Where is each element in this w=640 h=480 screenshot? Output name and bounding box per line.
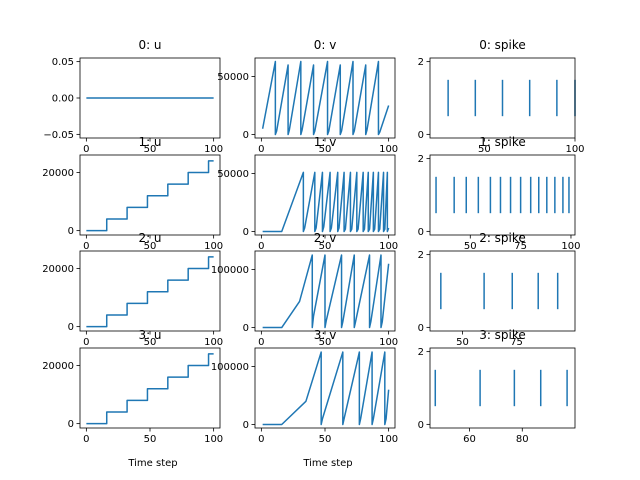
axes-frame [429,347,576,429]
subplot-title: 0: spike [479,38,526,52]
series-line [262,254,390,329]
x-tick-label: 100 [379,241,398,252]
x-tick-label: 0 [258,337,264,348]
x-tick-label: 0 [258,144,264,155]
subplot-4: 0 50 100 0 50000 1: v [217,135,398,252]
subplot-title: 2: u [138,231,161,245]
series-line [262,171,390,233]
axes-frame [429,250,576,332]
series-line [262,351,390,426]
x-tick-label: 100 [561,241,580,252]
y-tick-label: 0 [243,130,249,141]
x-tick-label: 50 [319,434,332,445]
subplot-7: 0 50 100 0 100000 2: v [211,231,398,348]
subplot-title: 1: v [314,135,337,149]
y-tick-label: 50000 [217,72,249,83]
y-tick-label: 2 [418,250,424,261]
subplot-title: 0: u [138,38,161,52]
y-tick-label: −0.05 [43,130,74,141]
x-tick-label: 50 [144,434,157,445]
y-tick-label: 2 [418,154,424,165]
y-tick-label: 0 [68,226,74,237]
series-line [86,353,214,425]
x-tick-label: 60 [463,434,476,445]
subplot-8: 50 75 0 2 2: spike [418,231,576,348]
subplot-title: 3: v [314,328,337,342]
x-tick-label: 75 [514,241,527,252]
x-tick-label: 100 [204,144,223,155]
subplot-6: 0 50 100 0 20000 2: u [42,231,223,348]
subplot-10: 0 50 100 0 100000 3: v [211,328,398,445]
x-tick-label: 0 [83,241,89,252]
y-tick-label: 2 [418,57,424,68]
x-tick-label: 100 [204,434,223,445]
x-tick-label: 0 [83,144,89,155]
x-tick-label: 0 [83,434,89,445]
subplot-title: 0: v [314,38,337,52]
series-line [86,160,214,232]
x-tick-label: 0 [83,337,89,348]
x-tick-label: 50 [319,144,332,155]
y-tick-label: 20000 [42,361,74,372]
x-tick-label: 100 [379,337,398,348]
x-tick-label: 50 [144,337,157,348]
subplot-title: 3: spike [479,328,526,342]
y-tick-label: 50000 [217,169,249,180]
subplot-title: 1: spike [479,135,526,149]
y-tick-label: 0 [68,419,74,430]
x-tick-label: 100 [379,144,398,155]
series-line [261,60,390,136]
subplot-title: 2: spike [479,231,526,245]
y-tick-label: 100000 [211,362,249,373]
y-tick-label: 0 [418,227,424,238]
y-tick-label: 2 [418,347,424,358]
axes-frame [429,154,576,236]
x-tick-label: 75 [510,337,523,348]
x-tick-label: 50 [456,337,469,348]
x-axis-label-col1: Time step [127,458,177,469]
y-tick-label: 0 [418,130,424,141]
x-tick-label: 50 [478,144,491,155]
subplot-title: 2: v [314,231,337,245]
y-tick-label: 0 [243,227,249,238]
subplot-title: 3: u [138,328,161,342]
x-tick-label: 100 [565,144,584,155]
x-tick-label: 0 [258,434,264,445]
y-tick-label: 0 [243,420,249,431]
y-tick-label: 0 [418,323,424,334]
y-tick-label: 0 [68,322,74,333]
x-tick-label: 50 [319,337,332,348]
x-tick-label: 0 [258,241,264,252]
subplot-9: 0 50 100 0 20000 3: u [42,328,223,445]
y-tick-label: 20000 [42,264,74,275]
x-tick-label: 50 [144,241,157,252]
x-tick-label: 80 [516,434,529,445]
x-axis-label-col2: Time step [302,458,352,469]
y-tick-label: 0 [243,323,249,334]
y-tick-label: 0.05 [52,57,74,68]
subplot-3: 0 50 100 0 20000 1: u [42,135,223,252]
x-tick-label: 50 [464,241,477,252]
x-tick-label: 100 [204,337,223,348]
x-tick-label: 50 [144,144,157,155]
subplot-2: 50 100 0 2 0: spike [418,38,585,155]
series-line [86,256,214,328]
subplot-0: 0 50 100 −0.05 0.00 0.05 0: u [43,38,223,155]
x-tick-label: 100 [204,241,223,252]
subplot-5: 50 75 100 0 2 1: spike [418,135,581,252]
subplot-title: 1: u [138,135,161,149]
subplot-1: 0 50 100 0 50000 0: v [217,38,398,155]
y-tick-label: 20000 [42,168,74,179]
y-tick-label: 0.00 [52,94,74,105]
x-tick-label: 100 [379,434,398,445]
y-tick-label: 0 [418,420,424,431]
axes-frame [429,57,576,139]
x-tick-label: 50 [319,241,332,252]
subplot-11: 60 80 0 2 3: spike [418,328,576,445]
y-tick-label: 100000 [211,265,249,276]
